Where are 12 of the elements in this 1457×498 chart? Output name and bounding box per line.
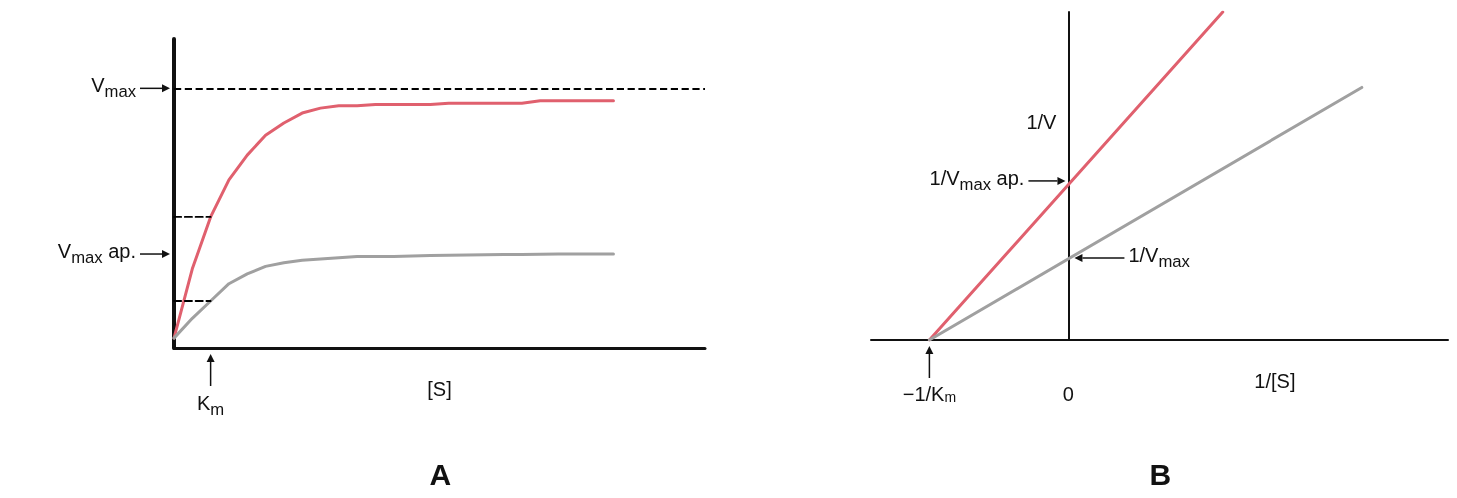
annotation: 1/V$_{max}$ xyxy=(1128,244,1190,272)
x-axis-title: [S] xyxy=(427,378,452,401)
text: A xyxy=(429,457,452,491)
text: B xyxy=(1149,457,1172,491)
y-axis-title: 1/V xyxy=(1026,110,1057,134)
text: V$_{max}$ ap. xyxy=(57,240,136,269)
annotation: 1/V$_{max}$ ap. xyxy=(929,166,1025,195)
x-tick-label: −1/Km xyxy=(902,383,957,405)
x-axis-title: 1/[S] xyxy=(1254,370,1296,393)
x-tick-label: 0 xyxy=(1062,383,1074,405)
text: K$_{m}$ xyxy=(197,392,225,420)
ref-line-label: V$_{max}$ xyxy=(91,74,136,103)
